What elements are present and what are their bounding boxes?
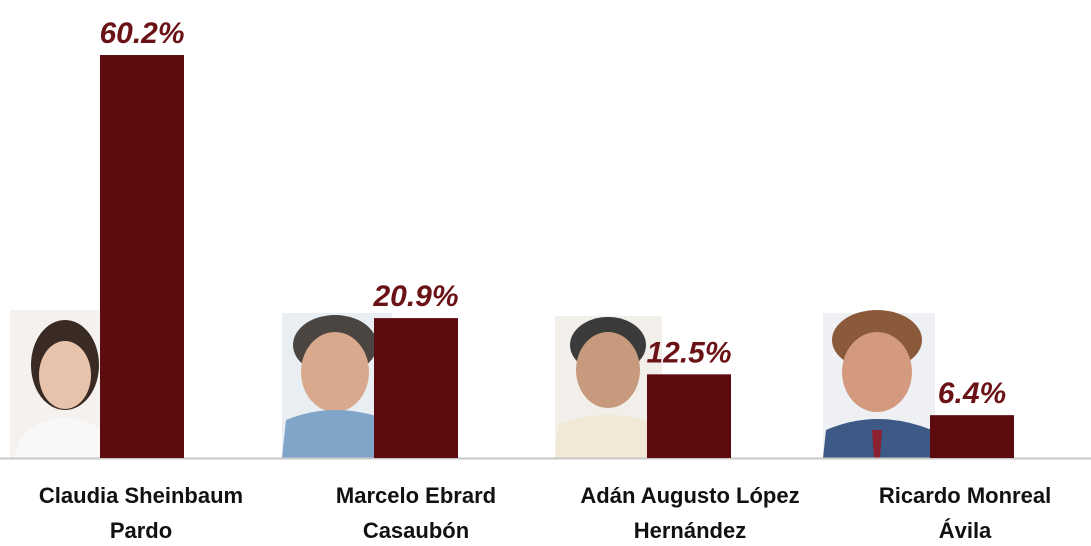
bar (100, 55, 184, 458)
category-label: Marcelo Ebrard Casaubón (286, 478, 546, 546)
value-label: 60.2% (99, 17, 184, 50)
value-label: 20.9% (372, 280, 458, 313)
bar (647, 374, 731, 458)
chart: 60.2% 20.9% 12.5% 6.4% Claudia Sheinbaum Pa… (0, 0, 1091, 546)
value-label: 12.5% (646, 336, 731, 369)
bar (374, 318, 458, 458)
value-label: 6.4% (938, 377, 1006, 410)
bar (930, 415, 1014, 458)
category-label: Adán Augusto López Hernández (560, 478, 820, 546)
photo (823, 310, 935, 458)
chart-svg: 60.2% 20.9% 12.5% 6.4% (0, 0, 1091, 546)
category-label: Ricardo Monreal Ávila (835, 478, 1091, 546)
category-label: Claudia Sheinbaum Pardo (11, 478, 271, 546)
